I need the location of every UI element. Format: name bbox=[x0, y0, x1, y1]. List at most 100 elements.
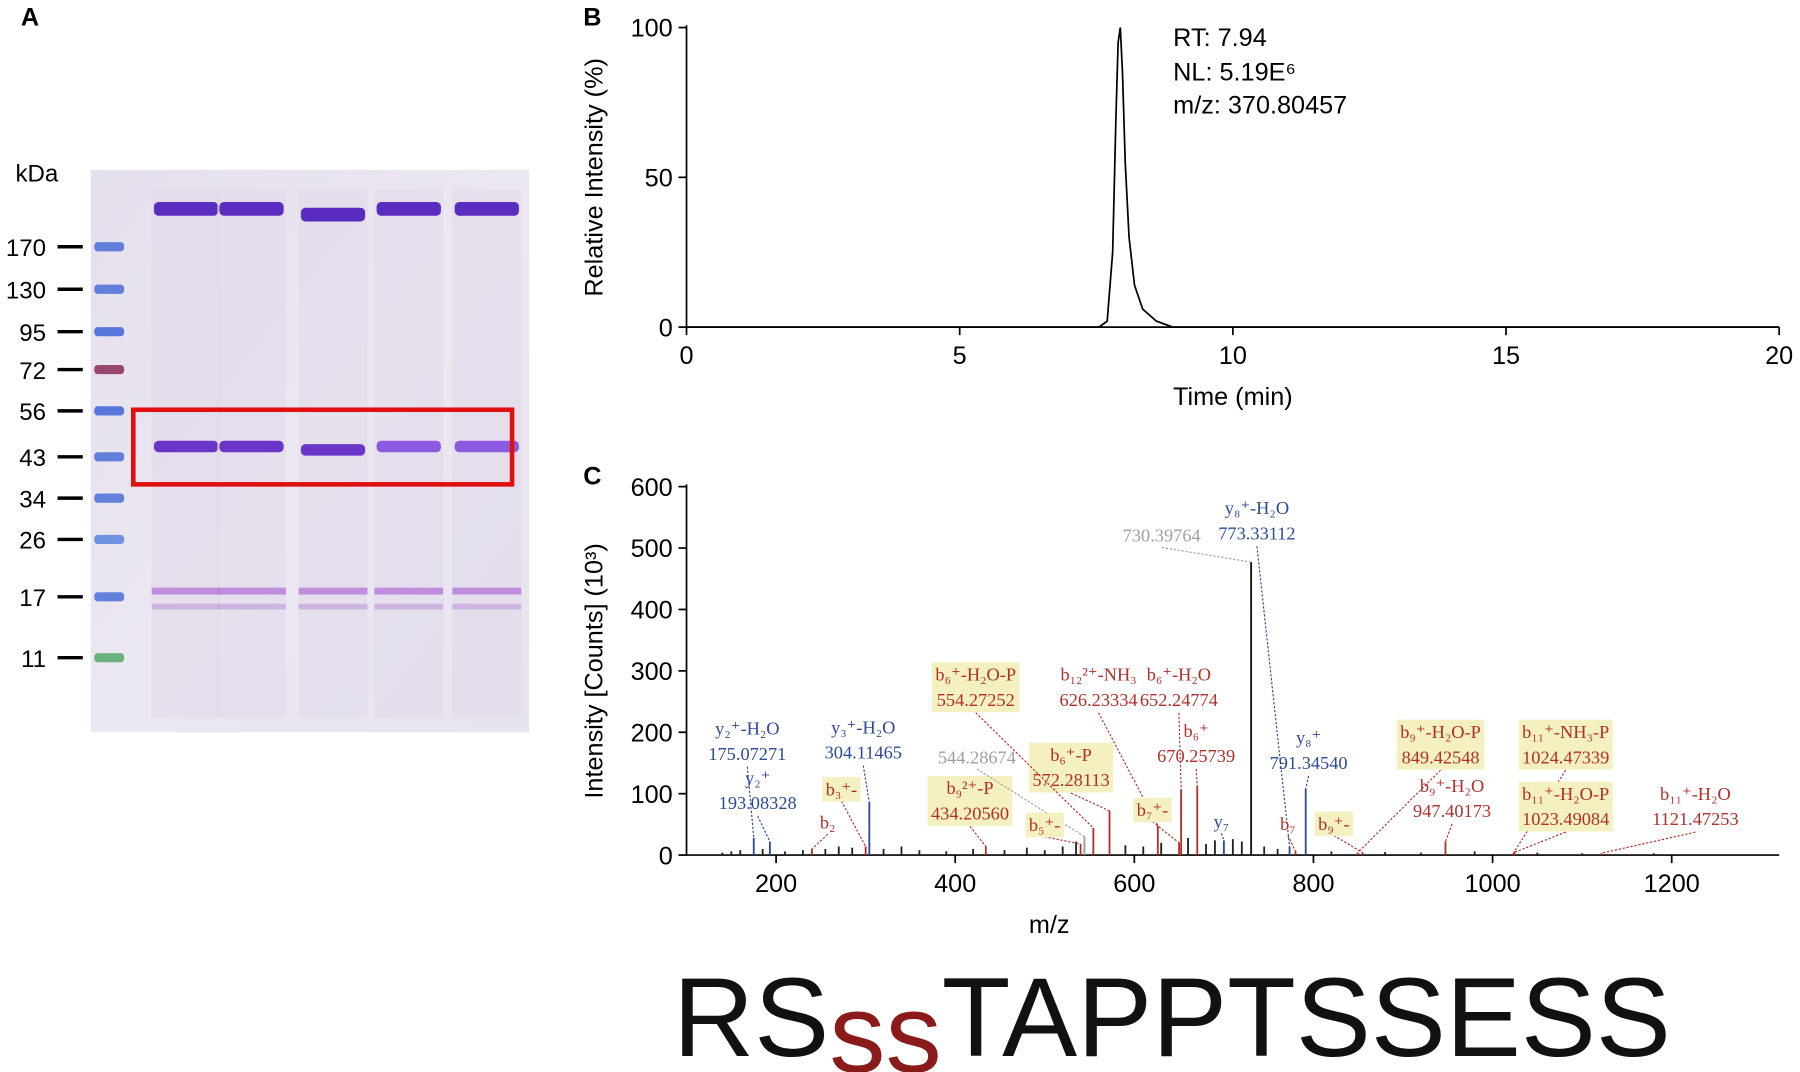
band-high bbox=[376, 202, 441, 216]
y-tick-label: 50 bbox=[645, 165, 673, 193]
sequence-part: RS bbox=[673, 954, 829, 1072]
annotation-label: b₆⁺-H₂O bbox=[1147, 665, 1211, 685]
annotation-label: b₆⁺-H₂O-P bbox=[935, 665, 1016, 685]
y-tick-label: 600 bbox=[631, 474, 673, 502]
ladder-band bbox=[94, 284, 125, 294]
leader-line bbox=[969, 826, 987, 847]
leader-line bbox=[1161, 546, 1252, 563]
band-low bbox=[298, 603, 368, 610]
annotation-label: b₉⁺-H₂O bbox=[1420, 776, 1484, 796]
ladder-band bbox=[94, 592, 125, 602]
marker-label: 56 bbox=[19, 399, 46, 426]
band-target bbox=[300, 444, 366, 456]
leader-line bbox=[1044, 836, 1081, 845]
annotation-mz: 434.20560 bbox=[931, 803, 1009, 823]
leader-line bbox=[1357, 769, 1441, 854]
leader-line bbox=[1256, 546, 1291, 847]
annotation-label: y₃⁺-H₂O bbox=[831, 717, 895, 737]
annotation-mz: 626.23334 bbox=[1060, 690, 1138, 710]
band-low bbox=[298, 587, 368, 595]
y-tick-label: 200 bbox=[631, 719, 673, 747]
sequence-part: TAPPTSSESS bbox=[942, 954, 1671, 1072]
annotation-mz: 849.42548 bbox=[1402, 747, 1480, 767]
marker-label: 11 bbox=[21, 646, 46, 673]
annotation: NL: 5.19E⁶ bbox=[1173, 58, 1296, 86]
y-tick-label: 500 bbox=[631, 535, 673, 563]
annotation-label: b₉²⁺-P bbox=[946, 778, 993, 798]
leader-line bbox=[1513, 831, 1566, 854]
x-tick-label: 400 bbox=[934, 870, 976, 898]
y-tick-label: 0 bbox=[659, 314, 673, 342]
ladder-band bbox=[94, 242, 125, 252]
annotation-label: b₆⁺-P bbox=[1050, 745, 1092, 765]
leader-line bbox=[976, 768, 1085, 838]
leader-line bbox=[1152, 821, 1180, 844]
gel: 170 130 95 72 56 43 34 26 17 11 bbox=[6, 189, 522, 718]
band-high bbox=[454, 202, 519, 216]
annotation-box bbox=[1133, 797, 1172, 823]
leader-line bbox=[1287, 835, 1297, 852]
annotation-mz: 652.24774 bbox=[1140, 690, 1218, 710]
annotation-box bbox=[1025, 812, 1064, 838]
y-axis-label: Relative Intensity (%) bbox=[581, 58, 609, 297]
annotation-label: y₂⁺-H₂O bbox=[715, 719, 779, 739]
annotation-mz: 1121.47253 bbox=[1652, 809, 1739, 829]
annotation-box bbox=[1518, 781, 1613, 832]
panel-letter: B bbox=[583, 3, 601, 31]
annotation: RT: 7.94 bbox=[1173, 24, 1267, 52]
annotation-label: b₇⁺- bbox=[1137, 800, 1168, 820]
ladder-band bbox=[94, 493, 125, 503]
ladder-band bbox=[94, 327, 125, 337]
annotation: m/z: 370.80457 bbox=[1173, 92, 1347, 120]
annotation-box bbox=[1028, 742, 1114, 793]
lane bbox=[452, 189, 522, 718]
band-low bbox=[374, 603, 444, 610]
x-tick-label: 10 bbox=[1219, 342, 1247, 370]
annotation-box bbox=[822, 777, 861, 802]
leader-line bbox=[1070, 792, 1110, 812]
y-tick-label: 100 bbox=[631, 15, 673, 43]
panel-letter: A bbox=[21, 3, 39, 31]
x-tick-label: 20 bbox=[1765, 342, 1793, 370]
x-tick-label: 600 bbox=[1113, 870, 1155, 898]
annotation-label: b₁₂²⁺-NH₃ bbox=[1060, 665, 1136, 685]
y-tick-label: 400 bbox=[631, 597, 673, 625]
annotation-box bbox=[1518, 719, 1613, 770]
leader-line bbox=[811, 833, 829, 850]
leader-line bbox=[1195, 768, 1198, 787]
band-target bbox=[376, 440, 441, 453]
leader-line bbox=[1178, 712, 1182, 790]
ladder-band bbox=[94, 452, 125, 462]
marker-label: 34 bbox=[19, 486, 46, 513]
annotation-mz: 773.33112 bbox=[1218, 523, 1295, 543]
band-low bbox=[217, 603, 286, 610]
band-target bbox=[454, 440, 519, 453]
band-target bbox=[219, 440, 284, 453]
annotation-label: b₇ bbox=[1280, 814, 1296, 834]
annotation-label: b₁₁⁺-H₂O-P bbox=[1522, 784, 1609, 804]
x-tick-label: 0 bbox=[679, 342, 693, 370]
annotation-label: y₂⁺ bbox=[745, 768, 770, 788]
x-tick-label: 1000 bbox=[1464, 870, 1520, 898]
x-axis-label: m/z bbox=[1029, 911, 1070, 939]
band-high bbox=[219, 202, 284, 216]
annotation-label: b₉⁺- bbox=[1318, 814, 1349, 834]
annotation-label: b₂ bbox=[820, 813, 836, 833]
marker-label: 130 bbox=[6, 277, 46, 304]
annotation-label: y₈⁺-H₂O bbox=[1225, 498, 1289, 518]
y-tick-label: 0 bbox=[659, 842, 673, 870]
annotation-mz: 670.25739 bbox=[1157, 746, 1235, 766]
band-low bbox=[217, 587, 286, 595]
annotation-box bbox=[927, 775, 1013, 826]
marker-label: 26 bbox=[19, 528, 46, 555]
ladder-band bbox=[94, 364, 125, 375]
annotation-label: b₁₁⁺-NH₃-P bbox=[1522, 722, 1609, 742]
lane bbox=[217, 189, 286, 718]
leader-line bbox=[1333, 835, 1364, 854]
annotation-mz: 572.28113 bbox=[1032, 770, 1109, 790]
band-low bbox=[151, 603, 221, 610]
y-tick-label: 300 bbox=[631, 658, 673, 686]
annotation-mz: 554.27252 bbox=[937, 690, 1015, 710]
